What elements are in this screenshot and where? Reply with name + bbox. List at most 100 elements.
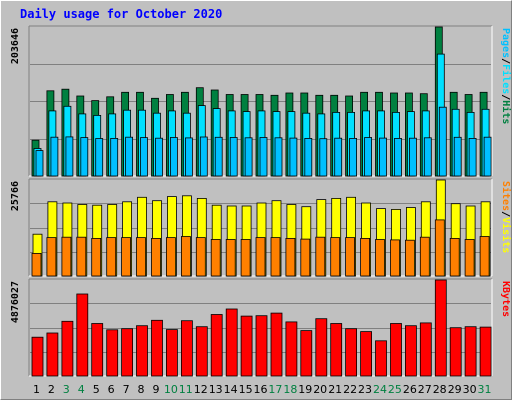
bar-pages [199, 136, 208, 177]
x-tick-label: 10 [164, 383, 178, 396]
panel-bottom: 4876027 KBytes [10, 278, 511, 377]
bar-sites [31, 252, 42, 277]
bar-kbytes [390, 323, 402, 377]
x-tick-label: 23 [358, 383, 372, 396]
bar-kbytes [449, 327, 462, 377]
bar-sites [404, 239, 415, 277]
x-tick-label: 9 [153, 383, 160, 396]
bar-kbytes [360, 331, 373, 377]
bar-pages [438, 106, 447, 177]
bar-pages [304, 137, 313, 177]
x-tick-label: 6 [108, 383, 115, 396]
bar-pages [483, 136, 492, 177]
legend-item: Pages [500, 28, 511, 58]
bar-pages [379, 137, 387, 177]
bar-pages [453, 136, 462, 177]
bar-pages [349, 137, 358, 177]
legend-item: / [500, 211, 511, 217]
x-tick-label: 13 [209, 383, 223, 396]
legend-item: / [500, 58, 511, 64]
bar-kbytes [404, 325, 417, 377]
bar-kbytes [479, 326, 492, 377]
bar-sites [300, 238, 311, 277]
bar-kbytes [46, 332, 59, 377]
bar-kbytes [434, 279, 447, 377]
series-pages [35, 106, 492, 177]
bar-sites [390, 239, 400, 277]
x-tick-label: 4 [78, 383, 85, 396]
bar-sites [91, 237, 102, 277]
bar-pages [95, 138, 104, 177]
bar-pages [214, 136, 223, 177]
bar-sites [255, 237, 266, 277]
bar-kbytes [195, 326, 208, 377]
x-tick-label: 15 [239, 383, 253, 396]
x-tick-label: 5 [93, 383, 100, 396]
bar-pages [259, 137, 268, 177]
bar-sites [240, 239, 251, 277]
bar-sites [434, 219, 445, 277]
bar-pages [364, 137, 373, 177]
bar-kbytes [180, 320, 193, 377]
bar-sites [375, 239, 385, 277]
x-tick-label: 11 [179, 383, 193, 396]
bar-pages [408, 137, 417, 177]
y-max-label-bottom: 4876027 [10, 281, 21, 323]
panel-top: 203646 Pages/Files/Hits [10, 25, 512, 177]
bar-pages [423, 137, 432, 177]
bar-kbytes [165, 329, 178, 377]
bar-sites [165, 237, 176, 277]
bar-kbytes [136, 325, 148, 377]
series-kbytes [31, 279, 492, 377]
bar-sites [195, 237, 206, 277]
bar-pages [274, 137, 283, 177]
bar-kbytes [270, 312, 283, 377]
bar-sites [419, 236, 430, 277]
bar-pages [468, 137, 477, 177]
bar-sites [106, 237, 117, 277]
bar-pages [65, 136, 74, 177]
bar-pages [334, 137, 343, 177]
bar-pages [50, 136, 59, 177]
bar-sites [479, 236, 490, 277]
x-tick-label: 14 [224, 383, 238, 396]
x-tick-label: 22 [343, 383, 357, 396]
x-tick-label: 30 [463, 383, 477, 396]
bar-kbytes [106, 329, 119, 377]
bar-kbytes [419, 322, 432, 377]
bar-pages [229, 137, 238, 177]
bar-sites [315, 236, 326, 277]
bar-sites [46, 237, 57, 277]
bar-kbytes [464, 326, 477, 377]
bar-pages [244, 137, 253, 177]
bar-pages [319, 138, 328, 177]
series-sites [31, 219, 490, 277]
bar-kbytes [76, 293, 89, 377]
bar-kbytes [330, 323, 343, 377]
panel-middle: 25766 Sites/Visits [10, 178, 512, 277]
y-max-label-top: 203646 [10, 28, 21, 64]
bar-sites [151, 237, 161, 277]
bar-pages [140, 137, 148, 177]
x-tick-label: 28 [433, 383, 447, 396]
x-tick-label: 3 [63, 383, 70, 396]
x-tick-label: 29 [448, 383, 462, 396]
legend-item: Sites [500, 181, 512, 211]
x-axis-labels: 1 2 3 4 5 6 7 8 9 10 11 12 13 14 15 16 17 18 19 20 21 22 23 24 2… [33, 383, 492, 396]
x-tick-label: 27 [418, 383, 432, 396]
x-tick-label: 8 [138, 383, 145, 396]
bar-pages [155, 137, 163, 177]
y-max-label-middle: 25766 [10, 181, 21, 211]
chart-title: Daily usage for October 2020 [20, 7, 222, 21]
x-tick-label: 2 [48, 383, 55, 396]
bar-sites [270, 237, 281, 277]
legend-item: Visits [500, 217, 512, 253]
bar-kbytes [345, 328, 358, 377]
bar-kbytes [210, 314, 223, 377]
bar-kbytes [151, 319, 163, 377]
bar-kbytes [375, 340, 387, 377]
legend-top: Pages/Files/Hits [500, 28, 512, 124]
x-tick-label: 20 [313, 383, 327, 396]
x-tick-label: 19 [298, 383, 312, 396]
